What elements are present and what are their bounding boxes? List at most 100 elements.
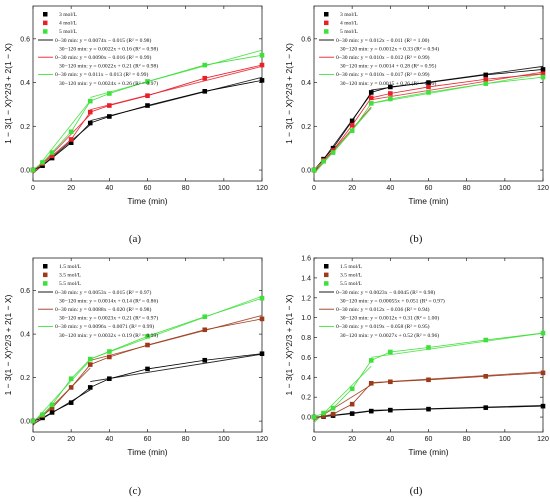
- fit-line: [313, 107, 372, 175]
- chart-panel-1: 0 20 40 60 80 100 120 0.0 0.2 0.4 0.6 Time (min) 1 −…: [3, 5, 268, 245]
- data-point: [87, 98, 93, 104]
- data-point: [145, 334, 150, 339]
- panel-label: (d): [410, 485, 423, 497]
- x-axis-label: Time (min): [408, 447, 448, 457]
- data-point: [259, 78, 265, 83]
- data-point: [68, 137, 74, 142]
- chart-panel-4: 0 20 40 60 80 100 120 0.0 0.2 0.4 0.6 0.8 1.0 1.2 1.4 1…: [284, 256, 549, 498]
- data-point: [68, 129, 74, 135]
- y-tick-label: 0.6: [301, 36, 311, 43]
- legend-series-label: 3 mol/L: [59, 12, 77, 18]
- legend-fit-equation: 0−30 min: y = 0.012x − 0.011 (R² = 1.00): [336, 37, 429, 44]
- legend-series-label: 5.5 mol/L: [59, 281, 82, 287]
- x-tick-label: 0: [31, 185, 35, 192]
- data-point: [145, 342, 150, 348]
- legend-fit-equation: 0−30 min: y = 0.0096x − 0.0071 (R² = 0.9…: [55, 323, 154, 330]
- data-point: [349, 122, 355, 128]
- legend-fit-equation: 0−30 min: y = 0.0074x − 0.015 (R² = 0.98…: [55, 37, 151, 44]
- legend-series-label: 5.5 mol/L: [340, 281, 363, 287]
- legend-marker: [43, 12, 48, 17]
- x-tick-label: 120: [537, 185, 549, 192]
- data-point: [259, 351, 265, 356]
- data-point: [349, 386, 355, 392]
- data-point: [330, 405, 336, 411]
- x-tick-label: 60: [425, 436, 433, 443]
- data-point: [321, 159, 326, 164]
- data-point: [49, 153, 55, 159]
- y-tick-label: 0.6: [301, 355, 311, 362]
- y-axis-label: 1 − 3(1 − X)^2/3 + 2(1 − X): [284, 43, 294, 144]
- x-tick-label: 0: [312, 185, 316, 192]
- data-point: [40, 412, 45, 417]
- y-tick-label: 0.6: [20, 36, 30, 43]
- y-tick-label: 0.8: [301, 335, 311, 342]
- data-point: [388, 96, 393, 102]
- data-point: [259, 52, 265, 58]
- legend-fit-equation: 0−30 min: y = 0.0053x − 0.015 (R² = 0.97…: [55, 289, 151, 296]
- x-tick-label: 40: [105, 185, 113, 192]
- data-point: [483, 405, 489, 410]
- data-point: [87, 109, 93, 115]
- x-tick-label: 40: [105, 436, 113, 443]
- data-point: [426, 406, 431, 412]
- data-point: [145, 93, 150, 98]
- data-point: [388, 349, 393, 355]
- fit-line: [90, 314, 263, 361]
- x-tick-label: 100: [218, 436, 230, 443]
- legend-fit-equation: 30−120 min: y = 0.00055x + 0.051 (R² = 0…: [340, 297, 445, 304]
- legend-fit-equation: 0−30 min: y = 0.0023x − 0.0045 (R² = 0.9…: [336, 289, 435, 296]
- data-point: [107, 103, 112, 108]
- data-point: [145, 103, 150, 108]
- legend-fit-equation: 30−120 min: y = 0.0032x + 0.19 (R² = 0.9…: [59, 332, 158, 339]
- fit-line: [90, 49, 263, 98]
- x-tick-label: 100: [499, 185, 511, 192]
- data-point: [540, 71, 546, 77]
- x-tick-label: 20: [67, 185, 75, 192]
- data-point: [426, 90, 431, 95]
- legend-fit-equation: 30−120 min: y = 0.0024x + 0.26 (R² = 0.9…: [59, 80, 158, 87]
- legend-marker: [324, 272, 329, 278]
- data-point: [426, 377, 431, 383]
- data-point: [259, 316, 265, 322]
- legend-marker: [43, 29, 48, 34]
- y-tick-label: 1.0: [301, 315, 311, 322]
- legend-marker: [43, 281, 48, 286]
- legend-marker: [324, 264, 329, 269]
- data-point: [202, 357, 208, 363]
- data-point: [87, 356, 93, 362]
- y-tick-label: 1.4: [301, 275, 311, 282]
- legend-fit-equation: 0−30 min: y = 0.010x − 0.017 (R² = 0.99): [336, 71, 430, 78]
- x-tick-label: 80: [182, 436, 190, 443]
- legend-fit-equation: 0−30 min: y = 0.011x − 0.013 (R² = 0.99): [55, 71, 148, 78]
- panel-label: (b): [410, 233, 423, 245]
- x-tick-label: 60: [425, 185, 433, 192]
- data-point: [68, 140, 74, 146]
- legend-series-label: 5 mol/L: [59, 29, 77, 35]
- y-tick-label: 0.4: [301, 375, 311, 382]
- chart-panel-3: 0 20 40 60 80 100 120 0.0 0.2 0.4 0.6 Time (min) 1 −…: [3, 257, 268, 497]
- fit-line: [90, 65, 263, 111]
- legend-fit-equation: 30−120 min: y = 0.0014 + 0.28 (R² = 0.95…: [340, 63, 436, 70]
- series-line: [32, 353, 263, 422]
- data-point: [68, 385, 74, 390]
- y-axis-label: 1 − 3(1 − X)^2/3 + 2(1 − X): [3, 43, 13, 144]
- data-point: [68, 400, 74, 405]
- data-point: [202, 327, 208, 333]
- data-point: [40, 160, 45, 165]
- x-tick-label: 0: [312, 436, 316, 443]
- legend-marker: [324, 20, 329, 26]
- panel-label: (c): [129, 485, 142, 497]
- data-point: [388, 407, 393, 413]
- data-point: [107, 376, 112, 382]
- data-point: [49, 405, 55, 411]
- x-tick-label: 120: [256, 436, 268, 443]
- x-axis-label: Time (min): [127, 196, 167, 206]
- x-axis-label: Time (min): [408, 196, 448, 206]
- data-point: [483, 76, 489, 82]
- data-point: [426, 345, 431, 350]
- legend-marker: [324, 281, 329, 286]
- x-tick-label: 60: [144, 185, 152, 192]
- data-point: [330, 411, 336, 417]
- data-point: [368, 90, 374, 95]
- legend-series-label: 3.5 mol/L: [340, 273, 363, 279]
